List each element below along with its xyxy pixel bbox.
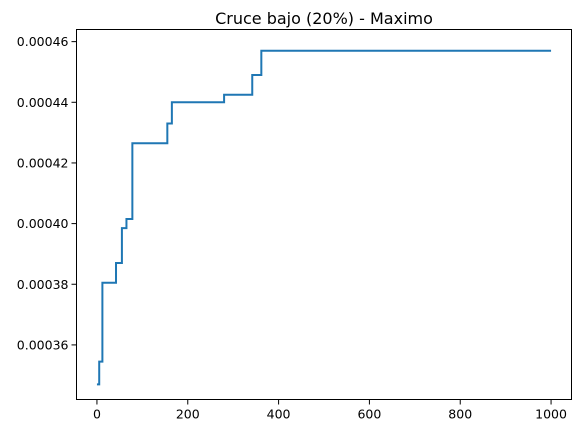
series-line-0	[96, 49, 552, 386]
x-tick-label-0: 0	[93, 407, 101, 422]
x-tick-label-4: 800	[448, 407, 472, 422]
y-axis: 0.00036 0.00038 0.00040 0.00042 0.00044 0.000…	[17, 34, 77, 352]
y-tick-label-2: 0.00040	[17, 216, 69, 231]
chart-title: Cruce bajo (20%) - Maximo	[215, 9, 433, 28]
y-tick-label-4: 0.00044	[17, 95, 69, 110]
x-tick-label-2: 400	[267, 407, 291, 422]
x-tick-label-1: 200	[176, 407, 200, 422]
y-tick-label-5: 0.00046	[17, 34, 69, 49]
y-tick-label-1: 0.00038	[17, 277, 69, 292]
x-axis: 0 200 400 600 800 1000	[93, 399, 567, 422]
x-tick-label-3: 600	[357, 407, 381, 422]
x-tick-label-5: 1000	[535, 407, 567, 422]
y-tick-label-0: 0.00036	[17, 337, 69, 352]
y-tick-label-3: 0.00042	[17, 155, 69, 170]
axes-frame	[76, 29, 572, 400]
plot-area	[96, 49, 552, 386]
